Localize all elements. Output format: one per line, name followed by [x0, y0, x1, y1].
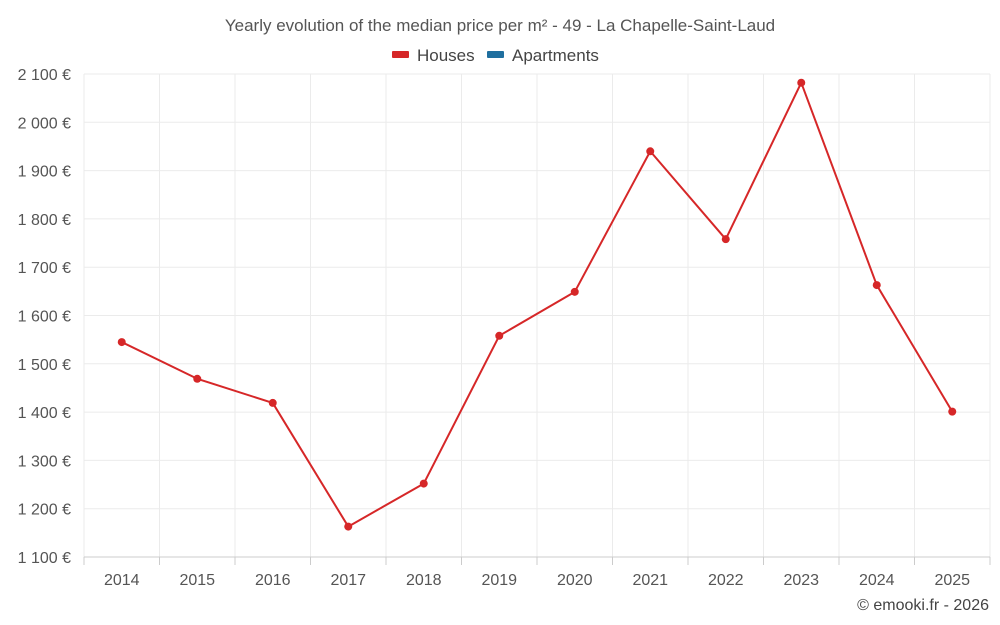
x-tick-label: 2023: [783, 572, 819, 589]
y-tick-label: 1 700 €: [18, 260, 71, 277]
data-point-2017[interactable]: [344, 522, 353, 531]
x-tick-label: 2015: [179, 572, 215, 589]
x-tick-label: 2024: [859, 572, 895, 589]
x-tick-label: 2022: [708, 572, 744, 589]
y-tick-label: 1 900 €: [18, 164, 71, 181]
data-point-2022[interactable]: [721, 235, 730, 244]
x-tick-label: 2016: [255, 572, 291, 589]
y-tick-label: 1 500 €: [18, 357, 71, 374]
x-tick-label: 2019: [481, 572, 517, 589]
y-tick-label: 1 400 €: [18, 405, 71, 422]
grid: [83, 73, 991, 558]
data-point-2020[interactable]: [570, 287, 579, 296]
legend: Houses Apartments: [392, 46, 599, 65]
y-tick-label: 2 100 €: [18, 67, 71, 84]
legend-item-apartments[interactable]: Apartments: [487, 46, 599, 65]
data-point-2024[interactable]: [872, 281, 881, 290]
y-tick-label: 1 200 €: [18, 502, 71, 519]
legend-swatch-apartments: [487, 51, 504, 58]
y-tick-label: 1 800 €: [18, 212, 71, 229]
x-tick-label: 2014: [104, 572, 140, 589]
legend-label-apartments: Apartments: [512, 46, 599, 65]
y-tick-label: 1 100 €: [18, 550, 71, 567]
data-point-2025[interactable]: [948, 407, 957, 416]
x-axis: 2014 2015 2016 2017 2018 2019 2020 2021 2022 2023…: [83, 557, 991, 589]
series-houses: [117, 78, 957, 531]
data-point-2021[interactable]: [646, 147, 655, 156]
data-point-2015[interactable]: [193, 374, 202, 383]
y-axis: 1 100 € 1 200 € 1 300 € 1 400 € 1 500 € 1 600…: [18, 67, 71, 567]
x-tick-label: 2021: [632, 572, 668, 589]
data-point-2018[interactable]: [419, 479, 428, 488]
data-point-2023[interactable]: [797, 78, 806, 87]
x-tick-label: 2025: [934, 572, 970, 589]
series-line-houses: [121, 81, 954, 528]
y-tick-label: 1 300 €: [18, 453, 71, 470]
legend-label-houses: Houses: [417, 46, 475, 65]
chart-title: Yearly evolution of the median price per…: [225, 16, 775, 35]
y-tick-label: 1 600 €: [18, 309, 71, 326]
x-tick-label: 2020: [557, 572, 593, 589]
data-point-2014[interactable]: [117, 338, 126, 347]
legend-swatch-houses: [392, 51, 409, 58]
credit-text: © emooki.fr - 2026: [857, 597, 989, 614]
data-point-2019[interactable]: [495, 331, 504, 340]
legend-item-houses[interactable]: Houses: [392, 46, 475, 65]
x-tick-label: 2017: [330, 572, 366, 589]
x-tick-label: 2018: [406, 572, 442, 589]
data-point-2016[interactable]: [268, 398, 277, 407]
y-tick-label: 2 000 €: [18, 115, 71, 132]
